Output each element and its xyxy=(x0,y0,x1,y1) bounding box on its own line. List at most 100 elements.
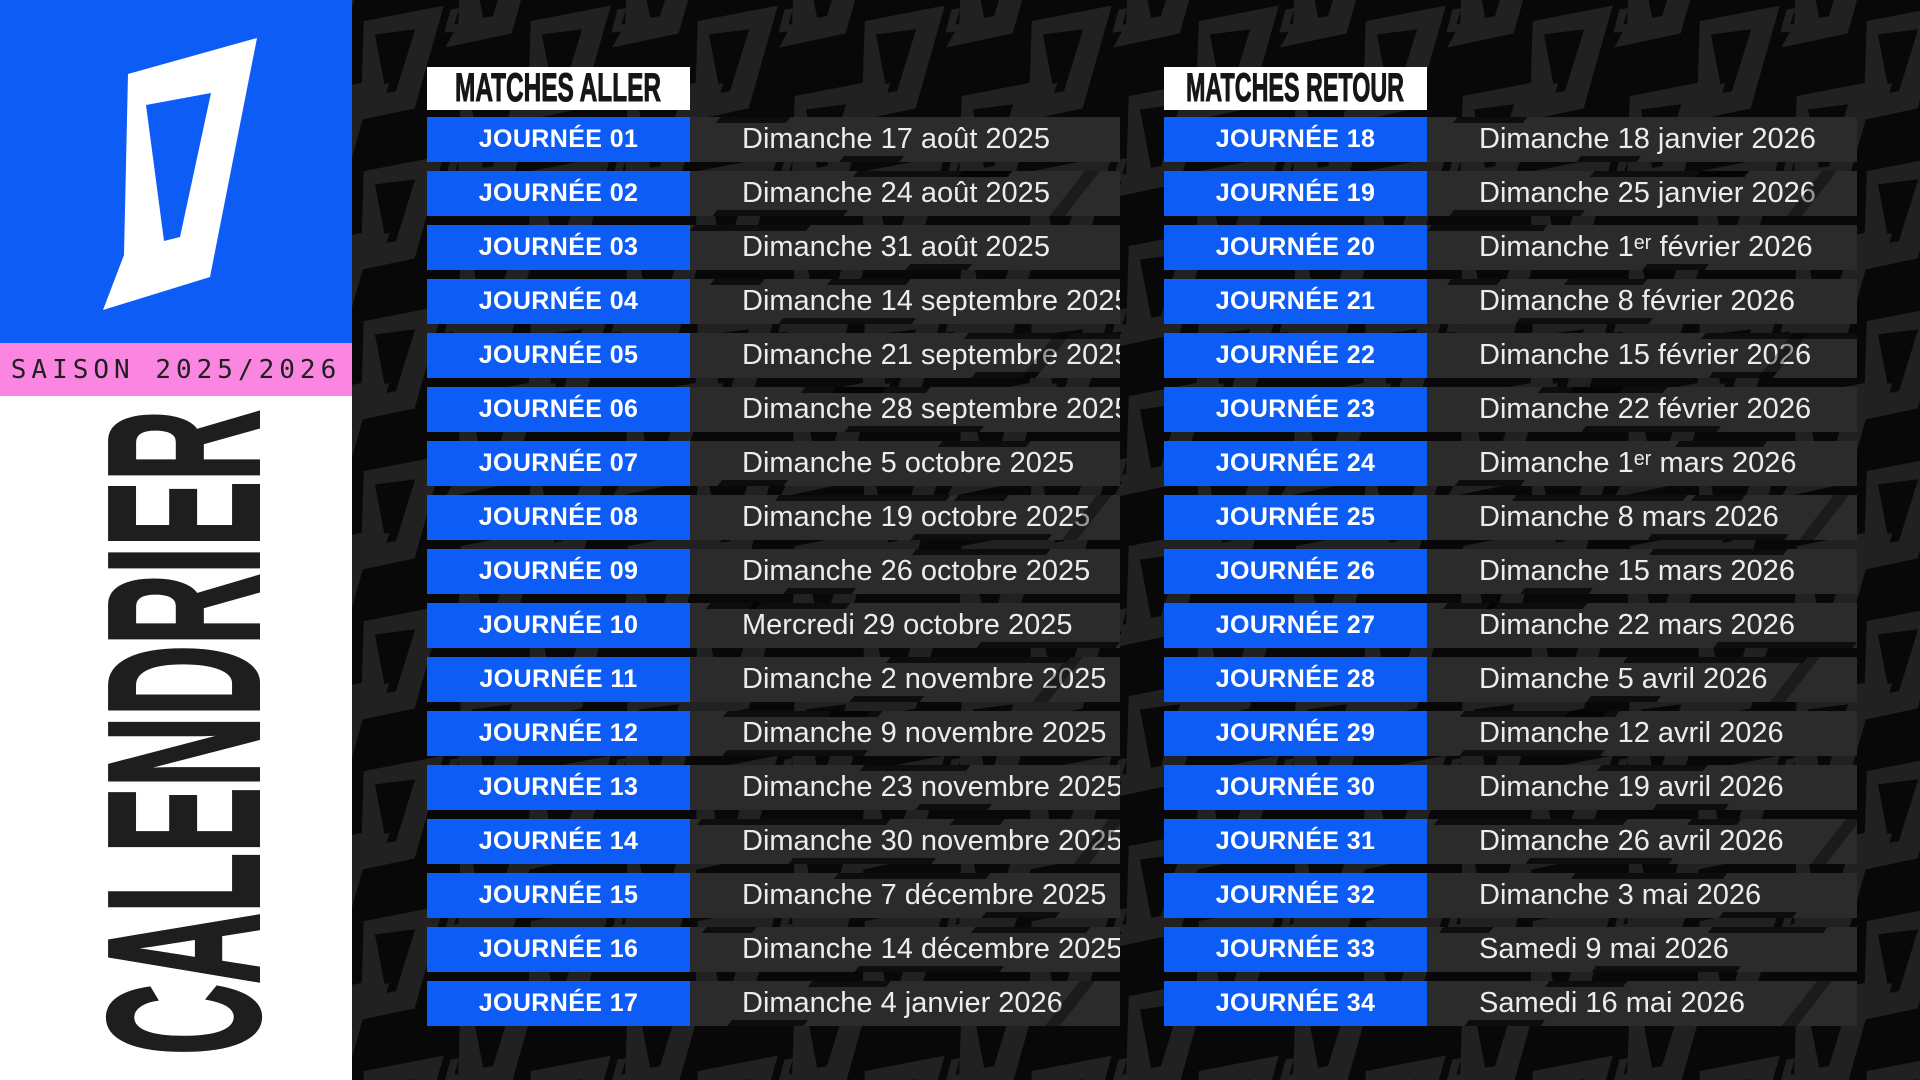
pattern-dash-decoration xyxy=(885,657,1073,663)
match-date-text: Dimanche 7 décembre 2025 xyxy=(742,879,1107,911)
match-row: JOURNÉE 31 Dimanche 26 avril 2026 xyxy=(1164,819,1857,864)
match-date-cell: Dimanche 15 février 2026 xyxy=(1427,333,1857,378)
pattern-dash-decoration xyxy=(715,117,793,123)
pattern-dash-decoration xyxy=(831,387,889,393)
pattern-dash-decoration xyxy=(696,819,893,825)
journee-badge: JOURNÉE 30 xyxy=(1164,765,1427,810)
match-row: JOURNÉE 24 Dimanche 1ᵉʳ mars 2026 xyxy=(1164,441,1857,486)
pattern-dash-decoration xyxy=(1563,279,1650,285)
match-date-cell: Dimanche 1ᵉʳ février 2026 xyxy=(1427,225,1857,270)
journee-badge: JOURNÉE 27 xyxy=(1164,603,1427,648)
pattern-dash-decoration xyxy=(963,333,1120,339)
pattern-dash-decoration xyxy=(1694,171,1752,177)
season-band: SAISON 2025/2026 xyxy=(0,343,352,396)
match-date-text: Dimanche 9 novembre 2025 xyxy=(742,717,1107,749)
journee-badge: JOURNÉE 20 xyxy=(1164,225,1427,270)
journee-badge: JOURNÉE 26 xyxy=(1164,549,1427,594)
journee-badge: JOURNÉE 11 xyxy=(427,657,690,702)
match-date-text: Dimanche 21 septembre 2025 xyxy=(742,339,1120,371)
pattern-dash-decoration xyxy=(1523,858,1674,864)
match-date-cell: Dimanche 8 mars 2026 xyxy=(1427,495,1857,540)
journee-badge: JOURNÉE 12 xyxy=(427,711,690,756)
match-date-text: Dimanche 1ᵉʳ février 2026 xyxy=(1479,231,1813,263)
pattern-dash-decoration xyxy=(957,171,1015,177)
pattern-dash-decoration xyxy=(913,804,993,810)
match-date-text: Dimanche 15 mars 2026 xyxy=(1479,555,1795,587)
match-date-text: Dimanche 22 mars 2026 xyxy=(1479,609,1795,641)
pattern-dash-decoration xyxy=(1446,279,1504,285)
match-date-cell: Dimanche 19 octobre 2025 xyxy=(690,495,1120,540)
pattern-dash-decoration xyxy=(1806,819,1857,864)
pattern-dash-decoration xyxy=(1518,588,1594,594)
match-row: JOURNÉE 02 Dimanche 24 août 2025 xyxy=(427,171,1120,216)
match-row: JOURNÉE 16 Dimanche 14 décembre 2025 xyxy=(427,927,1120,972)
pattern-dash-decoration xyxy=(1568,387,1626,393)
match-date-text: Dimanche 1ᵉʳ mars 2026 xyxy=(1479,447,1797,479)
match-date-text: Dimanche 26 avril 2026 xyxy=(1479,825,1784,857)
pattern-dash-decoration xyxy=(709,279,767,285)
pattern-dash-decoration xyxy=(1511,495,1690,501)
match-row: JOURNÉE 01 Dimanche 17 août 2025 xyxy=(427,117,1120,162)
match-row: JOURNÉE 18 Dimanche 18 janvier 2026 xyxy=(1164,117,1857,162)
pattern-dash-decoration xyxy=(1707,927,1830,933)
pattern-dash-decoration xyxy=(1438,927,1496,933)
pattern-dash-decoration xyxy=(827,711,885,717)
journee-badge: JOURNÉE 10 xyxy=(427,603,690,648)
match-row: JOURNÉE 05 Dimanche 21 septembre 2025 xyxy=(427,333,1120,378)
match-date-cell: Dimanche 12 avril 2026 xyxy=(1427,711,1857,756)
pattern-dash-decoration xyxy=(1794,495,1853,540)
journee-badge: JOURNÉE 13 xyxy=(427,765,690,810)
pattern-dash-decoration xyxy=(1485,603,1590,609)
match-date-cell: Dimanche 26 octobre 2025 xyxy=(690,549,1120,594)
match-date-cell: Dimanche 28 septembre 2025 xyxy=(690,387,1120,432)
pattern-dash-decoration xyxy=(1513,318,1654,324)
pattern-dash-decoration xyxy=(859,765,973,771)
match-row: JOURNÉE 28 Dimanche 5 avril 2026 xyxy=(1164,657,1857,702)
journee-badge: JOURNÉE 21 xyxy=(1164,279,1427,324)
pattern-dash-decoration xyxy=(1765,657,1824,702)
pattern-dash-decoration xyxy=(786,858,937,864)
match-date-text: Samedi 16 mai 2026 xyxy=(1479,987,1745,1019)
pattern-dash-decoration xyxy=(705,603,763,609)
journee-badge: JOURNÉE 24 xyxy=(1164,441,1427,486)
pattern-dash-decoration xyxy=(949,819,1007,825)
match-date-cell: Mercredi 29 octobre 2025 xyxy=(690,603,1120,648)
pattern-dash-decoration xyxy=(1544,981,1630,987)
match-date-cell: Samedi 16 mai 2026 xyxy=(1427,981,1857,1026)
pattern-dash-decoration xyxy=(911,549,1053,555)
matches-retour-header: MATCHES RETOUR xyxy=(1164,67,1427,110)
pattern-dash-decoration xyxy=(1584,696,1662,702)
pattern-dash-decoration xyxy=(1686,819,1744,825)
journee-badge: JOURNÉE 16 xyxy=(427,927,690,972)
pattern-dash-decoration xyxy=(979,912,1061,918)
pattern-dash-decoration xyxy=(1442,603,1500,609)
match-date-cell: Dimanche 22 février 2026 xyxy=(1427,387,1857,432)
pattern-dash-decoration xyxy=(1574,156,1642,162)
match-date-text: Dimanche 25 janvier 2026 xyxy=(1479,177,1816,209)
match-date-text: Dimanche 14 décembre 2025 xyxy=(742,933,1120,965)
pattern-dash-decoration xyxy=(837,156,905,162)
journee-badge: JOURNÉE 29 xyxy=(1164,711,1427,756)
match-date-cell: Dimanche 26 avril 2026 xyxy=(1427,819,1857,864)
pattern-dash-decoration xyxy=(715,480,789,486)
journee-badge: JOURNÉE 28 xyxy=(1164,657,1427,702)
match-row: JOURNÉE 11 Dimanche 2 novembre 2025 xyxy=(427,657,1120,702)
match-date-text: Dimanche 14 septembre 2025 xyxy=(742,285,1120,317)
match-row: JOURNÉE 25 Dimanche 8 mars 2026 xyxy=(1164,495,1857,540)
match-date-cell: Dimanche 5 avril 2026 xyxy=(1427,657,1857,702)
pattern-dash-decoration xyxy=(807,981,893,987)
pattern-dash-decoration xyxy=(1622,657,1810,663)
match-date-text: Dimanche 30 novembre 2025 xyxy=(742,825,1120,857)
match-date-text: Dimanche 26 octobre 2025 xyxy=(742,555,1091,587)
pattern-dash-decoration xyxy=(1777,981,1836,1026)
matches-aller-header-label: MATCHES ALLER xyxy=(455,67,661,110)
match-row: JOURNÉE 08 Dimanche 19 octobre 2025 xyxy=(427,495,1120,540)
match-date-cell: Dimanche 1ᵉʳ mars 2026 xyxy=(1427,441,1857,486)
match-date-cell: Dimanche 7 décembre 2025 xyxy=(690,873,1120,918)
pattern-dash-decoration xyxy=(842,426,985,432)
match-row: JOURNÉE 06 Dimanche 28 septembre 2025 xyxy=(427,387,1120,432)
matches-retour-header-label: MATCHES RETOUR xyxy=(1186,67,1404,110)
match-date-cell: Dimanche 31 août 2025 xyxy=(690,225,1120,270)
match-row: JOURNÉE 15 Dimanche 7 décembre 2025 xyxy=(427,873,1120,918)
match-row: JOURNÉE 13 Dimanche 23 novembre 2025 xyxy=(427,765,1120,810)
